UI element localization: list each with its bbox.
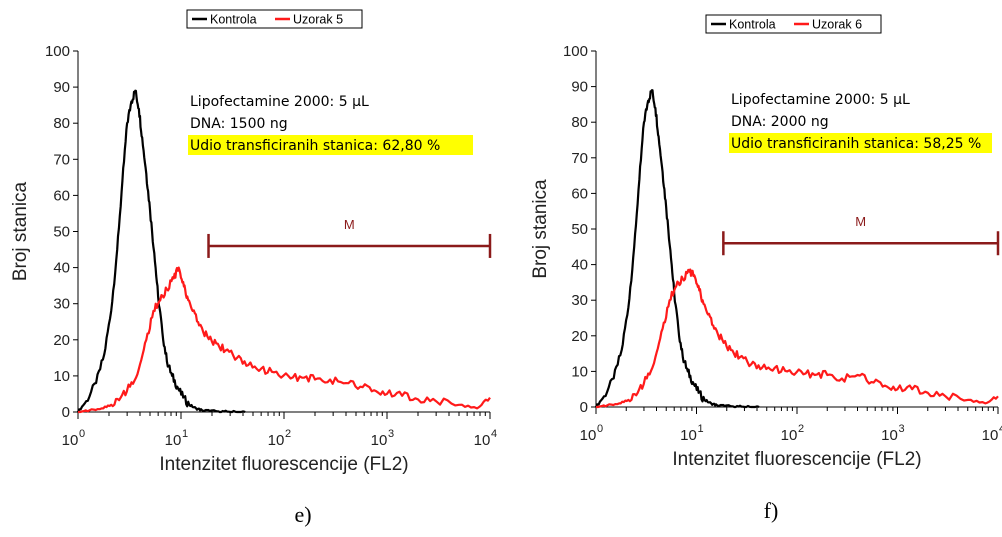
- x-tick-label: 10: [881, 427, 898, 444]
- legend-box: [705, 14, 882, 34]
- x-tick-exponent: 4: [999, 423, 1002, 435]
- y-tick-label: 40: [571, 257, 588, 274]
- x-tick-label: 10: [781, 427, 798, 444]
- y-tick-label: 20: [53, 332, 70, 349]
- series-line-uzorak-5: [78, 266, 491, 414]
- x-tick-exponent: 1: [182, 428, 188, 440]
- annotation-reagent: Lipofectamine 2000: 5 μL: [731, 92, 910, 108]
- y-tick-label: 70: [571, 150, 588, 167]
- x-tick-exponent: 3: [898, 423, 904, 435]
- annotation-highlight-bg: [188, 135, 473, 155]
- annotation-dna: DNA: 2000 ng: [731, 114, 829, 130]
- y-tick-label: 60: [53, 187, 70, 204]
- x-tick-label: 10: [62, 432, 79, 449]
- marker-label: M: [344, 217, 355, 232]
- x-tick-label: 10: [580, 427, 597, 444]
- y-tick-label: 30: [53, 296, 70, 313]
- annotation-highlight-bg: [729, 133, 992, 153]
- y-tick-label: 0: [62, 404, 70, 421]
- y-tick-label: 50: [571, 221, 588, 238]
- y-tick-label: 100: [45, 43, 70, 60]
- y-tick-label: 40: [53, 260, 70, 277]
- x-tick-exponent: 0: [79, 428, 85, 440]
- y-tick-label: 100: [563, 43, 588, 60]
- x-tick-label: 10: [371, 432, 388, 449]
- legend-label-sample: Uzorak 6: [812, 18, 862, 32]
- x-tick-exponent: 2: [285, 428, 291, 440]
- y-tick-label: 90: [571, 79, 588, 96]
- panel-caption: f): [764, 498, 779, 523]
- y-tick-label: 30: [571, 292, 588, 309]
- y-tick-label: 10: [571, 363, 588, 380]
- x-tick-label: 10: [268, 432, 285, 449]
- x-axis-title: Intenzitet fluorescencije (FL2): [159, 454, 408, 475]
- annotation-reagent: Lipofectamine 2000: 5 μL: [190, 94, 369, 110]
- legend-label-control: Kontrola: [210, 13, 257, 27]
- x-tick-exponent: 3: [388, 428, 394, 440]
- x-tick-label: 10: [474, 432, 491, 449]
- y-tick-label: 60: [571, 185, 588, 202]
- annotation-transfection-ratio: Udio transficiranih stanica: 62,80 %: [190, 138, 440, 154]
- y-tick-label: 80: [571, 114, 588, 131]
- series-line-uzorak-6: [596, 268, 999, 409]
- x-tick-exponent: 2: [798, 423, 804, 435]
- x-tick-label: 10: [680, 427, 697, 444]
- y-tick-label: 90: [53, 79, 70, 96]
- marker-label: M: [855, 214, 866, 229]
- y-tick-label: 70: [53, 151, 70, 168]
- series-line-kontrola: [595, 89, 760, 409]
- y-tick-label: 0: [580, 399, 588, 416]
- x-tick-exponent: 1: [697, 423, 703, 435]
- y-axis-title: Broj stanica: [10, 181, 31, 281]
- chart-panel-f: 0102030405060708090100100101102103104Int…: [530, 14, 1002, 523]
- x-axis-title: Intenzitet fluorescencije (FL2): [672, 449, 921, 470]
- annotation-dna: DNA: 1500 ng: [190, 116, 288, 132]
- x-tick-label: 10: [165, 432, 182, 449]
- y-tick-label: 50: [53, 224, 70, 241]
- legend-box: [186, 9, 363, 29]
- y-tick-label: 10: [53, 368, 70, 385]
- legend-label-control: Kontrola: [729, 18, 776, 32]
- y-tick-label: 20: [571, 328, 588, 345]
- annotation-transfection-ratio: Udio transficiranih stanica: 58,25 %: [731, 136, 981, 152]
- y-tick-label: 80: [53, 115, 70, 132]
- y-axis-title: Broj stanica: [530, 179, 551, 279]
- x-tick-exponent: 0: [597, 423, 603, 435]
- series-line-kontrola: [77, 89, 246, 414]
- x-tick-label: 10: [982, 427, 999, 444]
- panel-caption: e): [294, 502, 311, 527]
- x-tick-exponent: 4: [491, 428, 497, 440]
- legend-label-sample: Uzorak 5: [293, 13, 343, 27]
